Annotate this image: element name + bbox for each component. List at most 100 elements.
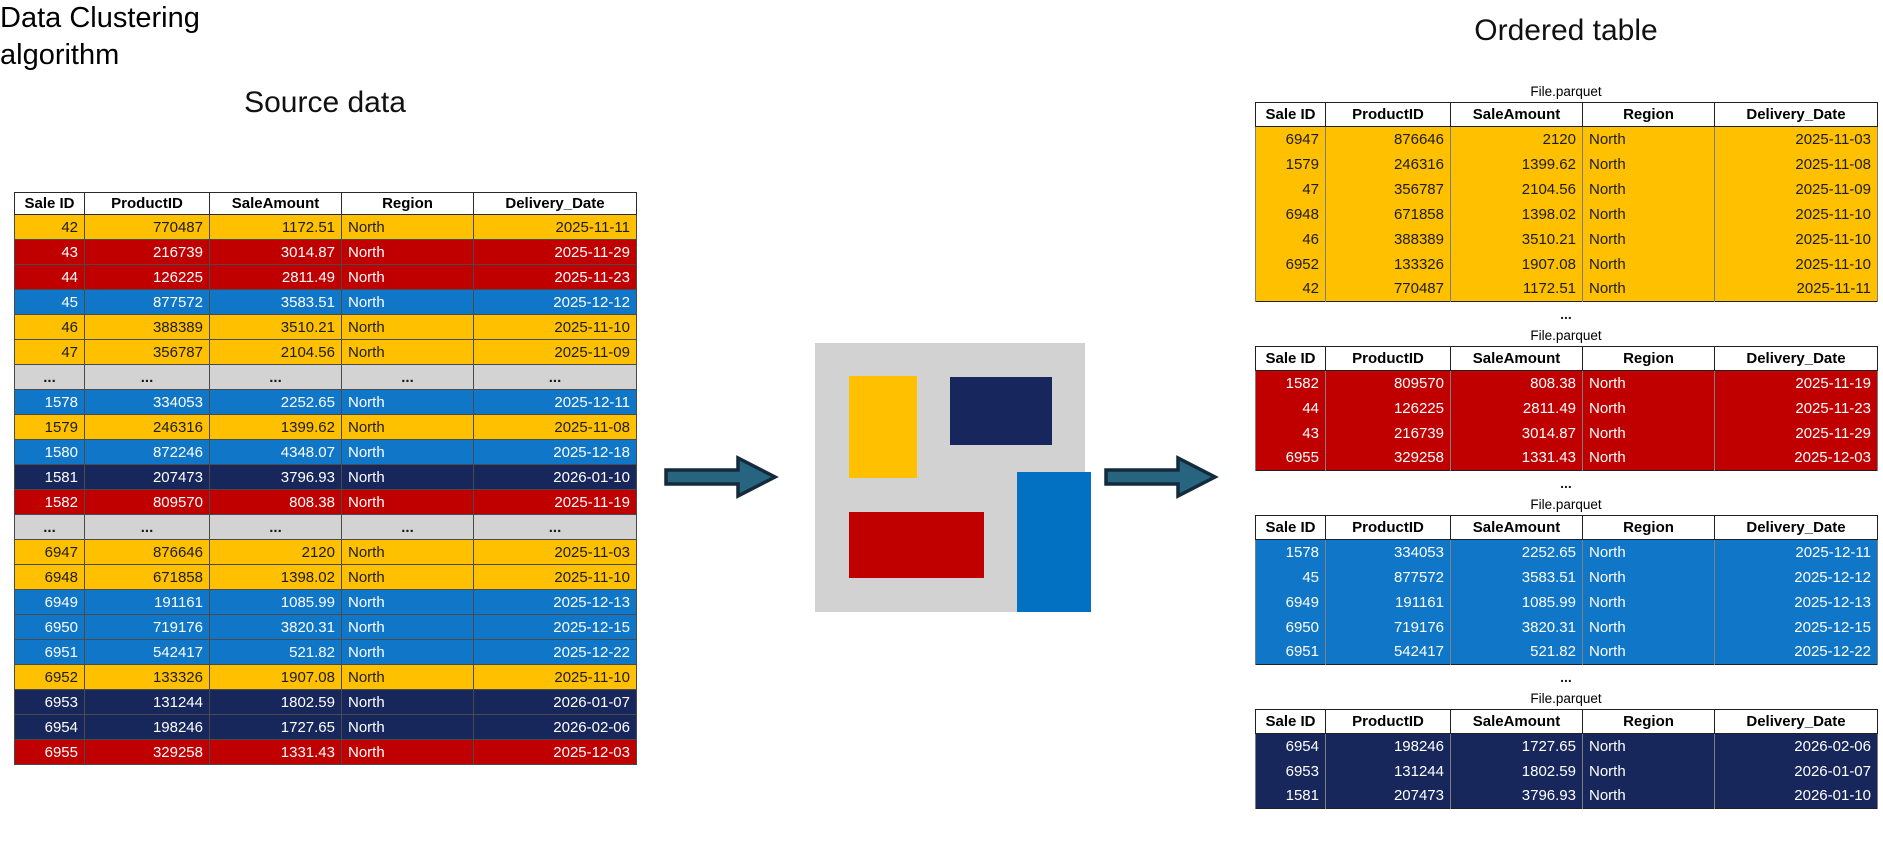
table-cell: 3510.21 bbox=[209, 314, 342, 340]
column-header: ProductID bbox=[1325, 709, 1451, 734]
algorithm-title: Data Clustering algorithm bbox=[0, 0, 320, 74]
column-header: Sale ID bbox=[1255, 515, 1326, 540]
table-cell: 198246 bbox=[1325, 733, 1451, 759]
table-cell: North bbox=[1582, 589, 1715, 615]
table-row: 1578 334053 2252.65 North 2025-12-11 bbox=[1255, 539, 1878, 565]
column-header: ProductID bbox=[1325, 346, 1451, 371]
table-cell: 2026-02-06 bbox=[1714, 733, 1878, 759]
table-row: 6951 542417 521.82 North 2025-12-22 bbox=[1255, 639, 1878, 665]
table-cell: 808.38 bbox=[1450, 370, 1583, 396]
file-parquet-label: File.parquet bbox=[1530, 84, 1602, 99]
table-cell: North bbox=[341, 739, 474, 765]
table-cell: North bbox=[341, 339, 474, 365]
table-cell: North bbox=[341, 614, 474, 640]
table-cell: 246316 bbox=[84, 414, 210, 440]
table-cell: 2025-11-23 bbox=[1714, 395, 1878, 421]
table-cell: 809570 bbox=[84, 489, 210, 515]
table-cell: 126225 bbox=[84, 264, 210, 290]
column-header: ProductID bbox=[1325, 515, 1451, 540]
file-parquet-label: File.parquet bbox=[1530, 328, 1602, 343]
table-cell: 46 bbox=[14, 314, 85, 340]
table-cell: 6948 bbox=[14, 564, 85, 590]
table-cell: North bbox=[1582, 276, 1715, 302]
table-cell: North bbox=[341, 439, 474, 465]
table-cell: 6953 bbox=[1255, 758, 1326, 784]
ordered-table-title: Ordered table bbox=[1474, 14, 1658, 47]
table-cell: 1398.02 bbox=[209, 564, 342, 590]
table-cell: North bbox=[1582, 126, 1715, 152]
table-cell: 2025-12-22 bbox=[473, 639, 637, 665]
column-header: Sale ID bbox=[1255, 709, 1326, 734]
table-row: 1582 809570 808.38 North 2025-11-19 bbox=[14, 489, 637, 515]
table-cell: 876646 bbox=[1325, 126, 1451, 152]
table-row: 1581 207473 3796.93 North 2026-01-10 bbox=[14, 464, 637, 490]
table-cell: North bbox=[341, 264, 474, 290]
table-cell: 6953 bbox=[14, 689, 85, 715]
table-cell: 6955 bbox=[14, 739, 85, 765]
cluster-rect-gold bbox=[849, 376, 917, 478]
table-cell: 1727.65 bbox=[209, 714, 342, 740]
table-row: 6951 542417 521.82 North 2025-12-22 bbox=[14, 639, 637, 665]
table-row: 43 216739 3014.87 North 2025-11-29 bbox=[1255, 420, 1878, 446]
table-cell: 1579 bbox=[14, 414, 85, 440]
table-cell: 2025-11-09 bbox=[1714, 176, 1878, 202]
table-cell: 44 bbox=[14, 264, 85, 290]
table-cell: 770487 bbox=[84, 214, 210, 240]
column-header: Sale ID bbox=[1255, 102, 1326, 127]
table-cell: 2025-11-29 bbox=[1714, 420, 1878, 446]
table-cell: 809570 bbox=[1325, 370, 1451, 396]
table-cell: North bbox=[1582, 151, 1715, 177]
table-cell: 2026-01-07 bbox=[1714, 758, 1878, 784]
table-cell: 131244 bbox=[84, 689, 210, 715]
table-cell: 2025-11-10 bbox=[1714, 251, 1878, 277]
table-cell: 1085.99 bbox=[209, 589, 342, 615]
table-cell: 334053 bbox=[1325, 539, 1451, 565]
table-cell: 334053 bbox=[84, 389, 210, 415]
table-cell: 2811.49 bbox=[209, 264, 342, 290]
header-row: Sale ID ProductID SaleAmount Region Delivery… bbox=[1255, 346, 1878, 371]
table-row: 47 356787 2104.56 North 2025-11-09 bbox=[14, 339, 637, 365]
column-header: SaleAmount bbox=[1450, 102, 1583, 127]
table-row: 42 770487 1172.51 North 2025-11-11 bbox=[14, 214, 637, 240]
cluster-rect-navy bbox=[950, 377, 1052, 445]
table-cell: North bbox=[1582, 201, 1715, 227]
table-cell: 2120 bbox=[1450, 126, 1583, 152]
table-cell: North bbox=[1582, 733, 1715, 759]
table-cell: 1331.43 bbox=[1450, 445, 1583, 471]
table-cell: North bbox=[341, 664, 474, 690]
table-cell: ... bbox=[14, 514, 85, 540]
table-cell: 6955 bbox=[1255, 445, 1326, 471]
table-row: 1579 246316 1399.62 North 2025-11-08 bbox=[14, 414, 637, 440]
table-cell: 388389 bbox=[1325, 226, 1451, 252]
column-header: Region bbox=[1582, 709, 1715, 734]
table-cell: North bbox=[1582, 639, 1715, 665]
table-cell: 521.82 bbox=[209, 639, 342, 665]
table-cell: North bbox=[341, 589, 474, 615]
header-row: Sale ID ProductID SaleAmount Region Delivery… bbox=[1255, 709, 1878, 734]
source-data-table: Sale ID ProductID SaleAmount Region Delivery… bbox=[14, 192, 637, 765]
table-cell: 356787 bbox=[1325, 176, 1451, 202]
table-row: 6952 133326 1907.08 North 2025-11-10 bbox=[1255, 251, 1878, 277]
table-cell: North bbox=[1582, 251, 1715, 277]
table-cell: North bbox=[1582, 783, 1715, 809]
parquet-table-gold: Sale ID ProductID SaleAmount Region Delivery… bbox=[1255, 102, 1878, 302]
source-table-header: Sale ID ProductID SaleAmount Region Delivery… bbox=[14, 192, 637, 215]
table-row: 47 356787 2104.56 North 2025-11-09 bbox=[1255, 176, 1878, 202]
table-cell: 3820.31 bbox=[209, 614, 342, 640]
table-cell: 2025-12-12 bbox=[1714, 564, 1878, 590]
column-header: Region bbox=[1582, 515, 1715, 540]
column-header: Delivery_Date bbox=[1714, 515, 1878, 540]
table-row: 1578 334053 2252.65 North 2025-12-11 bbox=[14, 389, 637, 415]
column-header: Delivery_Date bbox=[1714, 102, 1878, 127]
table-row: ............... bbox=[14, 514, 637, 540]
table-row: ............... bbox=[14, 364, 637, 390]
column-header: SaleAmount bbox=[1450, 346, 1583, 371]
table-cell: ... bbox=[14, 364, 85, 390]
table-cell: 207473 bbox=[1325, 783, 1451, 809]
table-cell: 207473 bbox=[84, 464, 210, 490]
column-header: Sale ID bbox=[14, 192, 85, 215]
table-cell: 42 bbox=[14, 214, 85, 240]
table-cell: North bbox=[341, 489, 474, 515]
table-cell: 45 bbox=[1255, 564, 1326, 590]
table-cell: 2252.65 bbox=[1450, 539, 1583, 565]
